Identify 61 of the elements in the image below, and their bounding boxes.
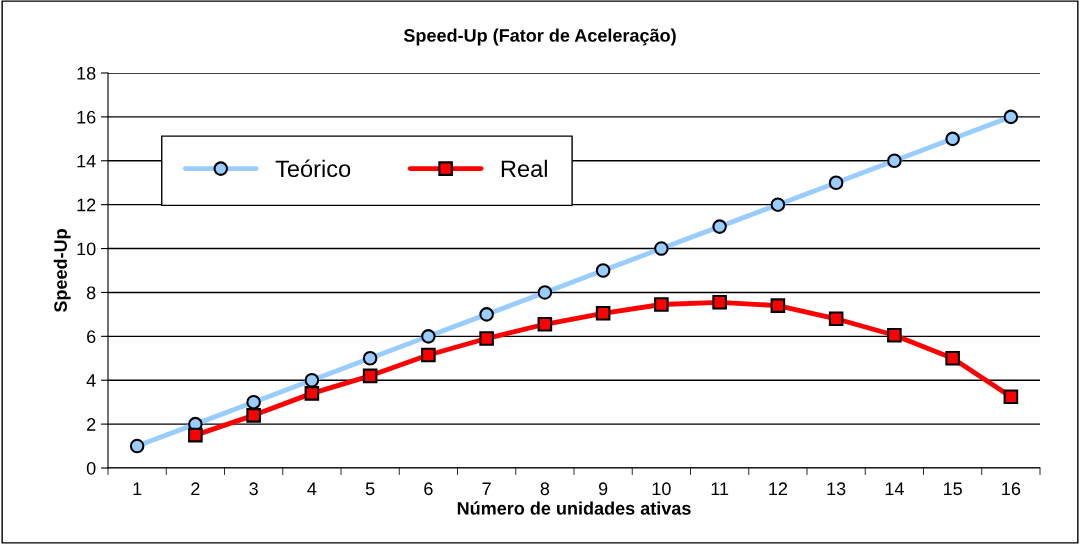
x-tick-label: 12 (769, 482, 788, 495)
y-tick-label: 14 (77, 154, 96, 168)
y-tick-label: 2 (87, 418, 96, 431)
y-tick-label: 10 (77, 242, 96, 256)
point (1003, 389, 1019, 404)
x-tick-label: 15 (943, 482, 962, 496)
point (129, 438, 145, 454)
x-tick-label: 2 (191, 482, 200, 495)
x-tick-label: 3 (249, 482, 258, 496)
x-tick-label: 9 (598, 482, 608, 496)
x-tick-label: 6 (424, 482, 433, 496)
point (362, 368, 378, 384)
y-tick-label: 8 (86, 286, 96, 300)
point (1003, 109, 1019, 125)
x-tick-label: 11 (711, 482, 729, 495)
x-tick-label: 13 (827, 482, 846, 496)
chart-title: Speed-Up (Fator de Aceleração) (403, 28, 676, 46)
x-tick-label: 8 (540, 482, 550, 496)
point (712, 295, 727, 310)
point (246, 408, 261, 423)
y-tick-label: 4 (86, 374, 96, 387)
point (654, 297, 669, 312)
x-tick-label: 16 (1002, 482, 1021, 496)
point (537, 285, 553, 300)
x-tick-label: 5 (365, 482, 375, 496)
point (712, 219, 727, 234)
point (421, 347, 436, 363)
point (595, 306, 611, 321)
point (945, 131, 960, 147)
legend-label: Real (501, 159, 547, 178)
x-tick-label: 4 (307, 482, 317, 495)
x-tick-label: 10 (652, 482, 671, 496)
point (770, 197, 786, 212)
y-tick-label: 16 (77, 110, 96, 124)
x-tick-label: 14 (885, 482, 904, 495)
y-tick-label: 6 (87, 330, 96, 344)
y-tick-label: 12 (77, 198, 96, 212)
point (887, 153, 902, 169)
y-tick-label: 18 (77, 66, 96, 80)
point (828, 311, 844, 327)
point (945, 350, 960, 366)
point (654, 241, 669, 256)
point (537, 316, 553, 332)
point (246, 394, 261, 410)
x-tick-label: 1 (133, 482, 142, 495)
point (479, 307, 494, 322)
point (770, 298, 786, 313)
legend-label: Teórico (275, 159, 351, 178)
point (479, 331, 494, 346)
point (304, 372, 320, 388)
x-axis-title: Número de unidades ativas (457, 501, 691, 515)
y-axis-title: Speed-Up (53, 229, 71, 313)
point (304, 386, 320, 401)
y-tick-label: 0 (86, 461, 96, 475)
point (421, 329, 436, 344)
point (887, 327, 902, 343)
point (362, 350, 378, 366)
point (188, 427, 203, 443)
x-tick-label: 7 (482, 482, 491, 495)
point (828, 175, 844, 191)
point (595, 263, 611, 278)
